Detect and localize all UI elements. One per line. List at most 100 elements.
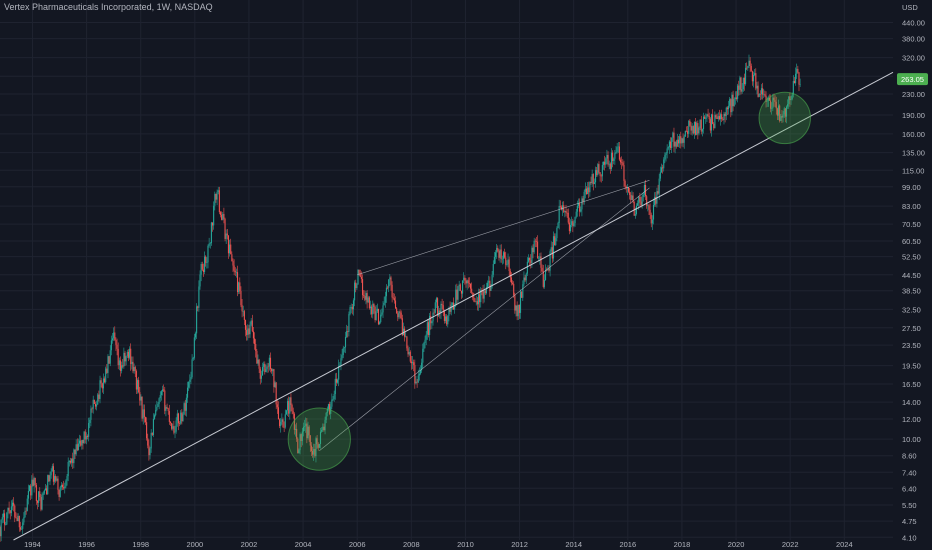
price-axis[interactable]: 4.10 4.75 5.50 6.40 7.40 8.60 10.00 12.00 14.00 1… bbox=[902, 19, 925, 543]
candle-body bbox=[85, 436, 87, 440]
candle-body bbox=[142, 409, 144, 419]
candle-body bbox=[177, 413, 179, 424]
candle-body bbox=[199, 274, 201, 287]
candle-body bbox=[500, 249, 502, 259]
candle-body bbox=[25, 510, 27, 512]
candle-body bbox=[459, 284, 461, 291]
y-tick-label: 19.50 bbox=[902, 362, 921, 371]
y-tick-label: 32.50 bbox=[902, 305, 921, 314]
candle-body bbox=[139, 392, 141, 401]
trendlines bbox=[13, 71, 894, 541]
candle-body bbox=[161, 389, 164, 392]
candle-body bbox=[226, 233, 228, 236]
candle-body bbox=[696, 123, 698, 135]
candle-body bbox=[310, 445, 312, 452]
candle-body bbox=[6, 512, 8, 525]
candle-body bbox=[194, 333, 197, 338]
candle-body bbox=[442, 305, 444, 312]
candle-body bbox=[31, 479, 33, 496]
candle-body bbox=[587, 187, 589, 195]
y-tick-label: 44.50 bbox=[902, 271, 921, 280]
candle-body bbox=[767, 97, 769, 101]
candle-body bbox=[182, 414, 184, 422]
main-trendline[interactable] bbox=[13, 71, 894, 541]
candle-body bbox=[631, 195, 633, 200]
candle-body bbox=[551, 247, 553, 259]
candle-body bbox=[7, 507, 9, 513]
candle-body bbox=[402, 328, 405, 336]
candle-body bbox=[740, 77, 742, 92]
candle-body bbox=[677, 139, 680, 144]
candle-body bbox=[346, 331, 348, 337]
candle-body bbox=[615, 151, 617, 154]
candle-body bbox=[427, 322, 430, 335]
candle-body bbox=[327, 404, 330, 409]
candle-body bbox=[796, 68, 798, 74]
circle-2021[interactable] bbox=[758, 91, 811, 145]
candle-body bbox=[35, 484, 37, 501]
candle-body bbox=[454, 305, 456, 310]
candle-body bbox=[599, 172, 601, 176]
candle-body bbox=[534, 240, 536, 242]
candle-body bbox=[785, 106, 788, 117]
candle-body bbox=[367, 297, 369, 303]
candle-body bbox=[571, 221, 573, 226]
candle-body bbox=[126, 351, 128, 357]
candle-body bbox=[593, 182, 595, 185]
candle-body bbox=[207, 245, 209, 263]
candle-body bbox=[443, 311, 445, 321]
last-price-tag: 263.05 bbox=[897, 73, 928, 86]
candle-body bbox=[434, 302, 436, 313]
candle-body bbox=[2, 513, 4, 518]
candle-body bbox=[189, 379, 191, 382]
candle-body bbox=[24, 510, 26, 518]
candle-body bbox=[385, 287, 387, 297]
candle-body bbox=[222, 213, 224, 220]
candle-body bbox=[363, 295, 365, 297]
candle-body bbox=[525, 273, 527, 281]
candle-body bbox=[383, 302, 385, 306]
candle-body bbox=[782, 114, 784, 118]
channel-upper[interactable] bbox=[357, 179, 650, 276]
candle-body bbox=[724, 113, 726, 117]
candle-body bbox=[1, 517, 3, 520]
x-tick-label: 2002 bbox=[241, 540, 258, 549]
candle-body bbox=[772, 97, 774, 109]
circle-2004[interactable] bbox=[287, 407, 351, 471]
candle-body bbox=[695, 122, 697, 135]
candle-body bbox=[56, 478, 58, 481]
candle-body bbox=[176, 413, 178, 421]
candle-body bbox=[84, 431, 86, 440]
candle-body bbox=[718, 116, 720, 120]
x-tick-label: 2020 bbox=[728, 540, 745, 549]
candle-body bbox=[337, 379, 339, 383]
candle-body bbox=[8, 507, 10, 511]
candle-body bbox=[798, 72, 800, 85]
candle-body bbox=[433, 312, 435, 314]
candle-body bbox=[758, 93, 760, 97]
chart-title: Vertex Pharmaceuticals Incorporated, 1W,… bbox=[4, 2, 213, 12]
channel-lower[interactable] bbox=[319, 187, 650, 451]
currency-label: USD bbox=[902, 3, 918, 12]
candle-body bbox=[240, 291, 242, 306]
candle-body bbox=[515, 305, 517, 311]
candle-body bbox=[416, 381, 418, 383]
candle-body bbox=[508, 259, 510, 271]
candle-body bbox=[757, 85, 759, 97]
candle-body bbox=[238, 282, 240, 293]
candle-body bbox=[90, 408, 92, 420]
time-axis[interactable]: 1994 1996 1998 2000 2002 2004 2006 2008 2010 2012… bbox=[24, 540, 853, 549]
candle-body bbox=[723, 113, 725, 120]
candle-body bbox=[563, 205, 565, 213]
candle-body bbox=[334, 378, 336, 395]
candle-body bbox=[760, 88, 763, 95]
candle-body bbox=[69, 460, 72, 463]
candle-body bbox=[456, 289, 458, 300]
candle-body bbox=[27, 490, 29, 499]
candle-body bbox=[200, 263, 202, 275]
candle-body bbox=[423, 342, 425, 349]
candle-body bbox=[10, 506, 12, 514]
candle-body bbox=[13, 502, 15, 506]
candle-body bbox=[731, 94, 733, 113]
